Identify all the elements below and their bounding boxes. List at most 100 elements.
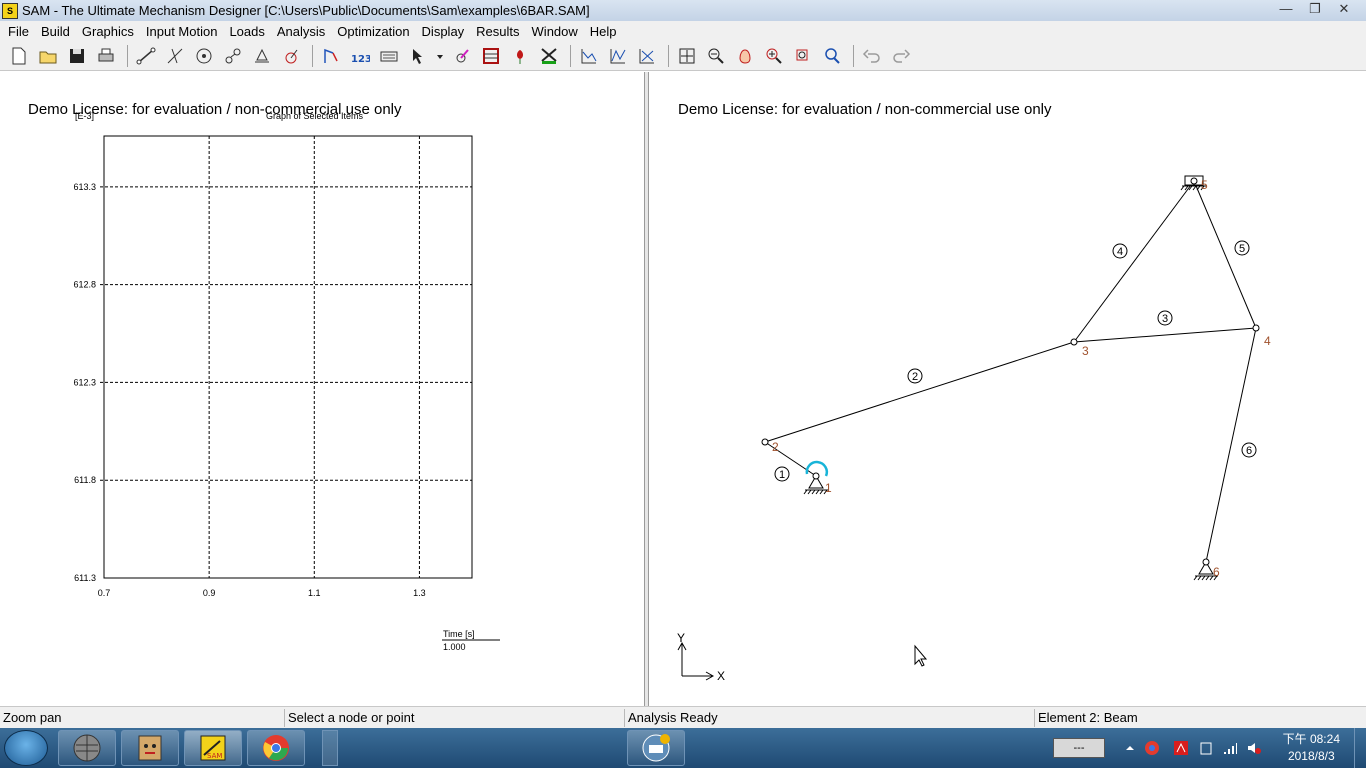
- redo-icon[interactable]: [888, 44, 914, 68]
- start-button[interactable]: [4, 730, 48, 766]
- graph-panel[interactable]: Demo License: for evaluation / non-comme…: [0, 72, 645, 706]
- element-3-beam[interactable]: [1073, 327, 1257, 343]
- plot-frame: [103, 135, 473, 579]
- status-zoom: Zoom pan: [3, 710, 62, 725]
- input-motion-arrow: [805, 460, 829, 477]
- taskbar-app-chrome[interactable]: [247, 730, 305, 766]
- beam-element-icon[interactable]: [133, 44, 159, 68]
- keyboard-icon[interactable]: [376, 44, 402, 68]
- element-5-beam[interactable]: [1193, 180, 1257, 329]
- menu-optimization[interactable]: Optimization: [337, 23, 410, 39]
- svg-text:3: 3: [1162, 313, 1168, 325]
- tulip-icon[interactable]: [507, 44, 533, 68]
- sam-taskbar-icon: SAM: [200, 735, 226, 761]
- node-label-4: 4: [1264, 334, 1271, 348]
- taskbar-app-cat[interactable]: [121, 730, 179, 766]
- force-icon[interactable]: [449, 44, 475, 68]
- axis-y-label: Y: [677, 631, 685, 645]
- element-2-beam[interactable]: [764, 341, 1075, 443]
- node-5[interactable]: [1190, 177, 1198, 185]
- menu-file[interactable]: File: [8, 23, 29, 39]
- mill-icon[interactable]: [536, 44, 562, 68]
- volume-muted-icon[interactable]: [1246, 740, 1262, 756]
- zoom-window-icon[interactable]: [790, 44, 816, 68]
- slider-element-icon[interactable]: [162, 44, 188, 68]
- status-prompt: Select a node or point: [284, 709, 624, 727]
- x-tick-label: 0.7: [98, 588, 111, 598]
- graph-1-icon[interactable]: [576, 44, 602, 68]
- close-button[interactable]: ✕: [1338, 1, 1350, 16]
- restore-button[interactable]: ❐: [1309, 1, 1321, 16]
- axis-x-label: X: [717, 669, 725, 683]
- minimize-button[interactable]: —: [1279, 1, 1293, 16]
- open-folder-icon[interactable]: [35, 44, 61, 68]
- graph-canvas[interactable]: [E-3] Graph of Selected Items 0.7 0.9 1.1 1…: [0, 72, 645, 706]
- taskbar-app-globe[interactable]: [58, 730, 116, 766]
- svg-text:6: 6: [1246, 445, 1252, 457]
- toolbar-separator: [853, 44, 854, 67]
- node-label-6: 6: [1213, 565, 1220, 579]
- element-4-beam[interactable]: [1073, 180, 1195, 343]
- menu-graphics[interactable]: Graphics: [81, 23, 134, 39]
- node-label-2: 2: [772, 440, 779, 454]
- belt-element-icon[interactable]: [220, 44, 246, 68]
- ground-node-icon[interactable]: [249, 44, 275, 68]
- toolbar-separator: [127, 44, 128, 67]
- taskbar-app-sam[interactable]: SAM: [184, 730, 242, 766]
- tray-clock[interactable]: 下午 08:24 2018/8/3: [1283, 731, 1340, 765]
- select-arrow-icon[interactable]: [405, 44, 431, 68]
- show-hidden-icons-icon[interactable]: [1122, 740, 1138, 756]
- new-file-icon[interactable]: [6, 44, 32, 68]
- mechanism-panel[interactable]: Demo License: for evaluation / non-comme…: [650, 72, 1366, 706]
- chrome-tray-icon[interactable]: [1144, 740, 1160, 756]
- node-1[interactable]: [812, 472, 820, 480]
- menu-display[interactable]: Display: [421, 23, 465, 39]
- gear-element-icon[interactable]: [191, 44, 217, 68]
- node-2[interactable]: [761, 438, 769, 446]
- node-3[interactable]: [1070, 338, 1078, 346]
- signal-tray-icon[interactable]: [1222, 740, 1238, 756]
- graph-3-icon[interactable]: [634, 44, 660, 68]
- node-4[interactable]: [1252, 324, 1260, 332]
- numbering-icon[interactable]: 123: [347, 44, 373, 68]
- zoom-fit-icon[interactable]: [819, 44, 845, 68]
- language-indicator[interactable]: ---: [1053, 738, 1105, 758]
- license-notice: Demo License: for evaluation / non-comme…: [28, 101, 402, 118]
- graph-2-icon[interactable]: [605, 44, 631, 68]
- spring-element-icon[interactable]: [278, 44, 304, 68]
- toolbar-separator: [570, 44, 571, 67]
- device-tray-icon[interactable]: [1198, 740, 1214, 756]
- zoom-out-icon[interactable]: [703, 44, 729, 68]
- save-icon[interactable]: [64, 44, 90, 68]
- menu-bar: File Build Graphics Input Motion Loads A…: [0, 21, 1366, 41]
- show-desktop-button[interactable]: [1354, 728, 1366, 768]
- svg-text:SAM: SAM: [207, 752, 222, 760]
- zoom-in-icon[interactable]: [761, 44, 787, 68]
- print-icon[interactable]: [93, 44, 119, 68]
- menu-input-motion[interactable]: Input Motion: [145, 23, 218, 39]
- taskbar-app-network[interactable]: [627, 730, 685, 766]
- toolbar-separator: [668, 44, 669, 67]
- mechanism-canvas[interactable]: 1 2 3 4 5 6 1 2 3 4 5 6: [650, 72, 1366, 706]
- menu-build[interactable]: Build: [40, 23, 70, 39]
- y-tick-label: 611.8: [74, 475, 96, 485]
- panel-splitter[interactable]: [645, 72, 649, 706]
- input-motion-icon[interactable]: [318, 44, 344, 68]
- ruler-icon[interactable]: [478, 44, 504, 68]
- svg-text:123: 123: [351, 54, 370, 65]
- undo-icon[interactable]: [859, 44, 885, 68]
- element-6-beam[interactable]: [1205, 327, 1257, 563]
- node-6[interactable]: [1202, 558, 1210, 566]
- adobe-tray-icon[interactable]: [1173, 740, 1189, 756]
- taskbar-scroll[interactable]: [322, 730, 338, 766]
- menu-results[interactable]: Results: [476, 23, 520, 39]
- menu-loads[interactable]: Loads: [229, 23, 265, 39]
- dropdown-icon[interactable]: [434, 44, 446, 68]
- menu-help[interactable]: Help: [589, 23, 617, 39]
- element-label-4: 4: [1112, 243, 1128, 259]
- tick-labels: 0.7 0.9 1.1 1.3 613.3 612.8 612.3 611.8 611.3: [73, 182, 425, 598]
- pan-icon[interactable]: [674, 44, 700, 68]
- menu-analysis[interactable]: Analysis: [276, 23, 326, 39]
- hand-icon[interactable]: [732, 44, 758, 68]
- menu-window[interactable]: Window: [531, 23, 578, 39]
